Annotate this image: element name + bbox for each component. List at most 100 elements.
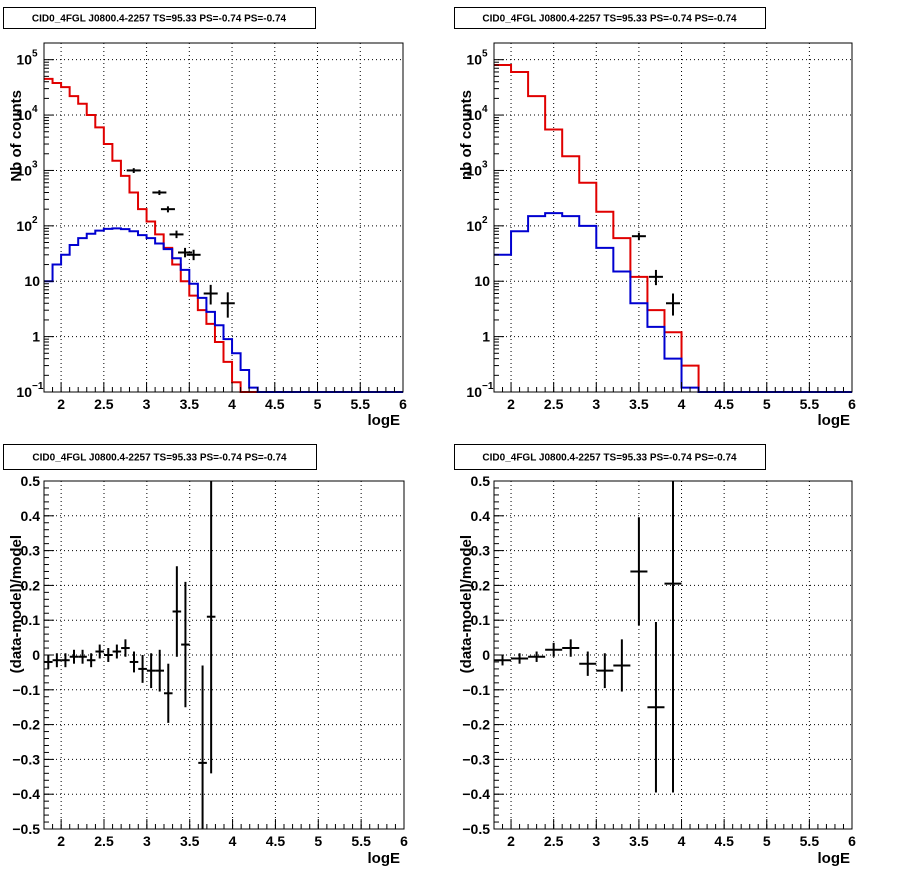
data-point bbox=[647, 621, 665, 793]
x-tick-label: 5.5 bbox=[800, 833, 820, 849]
panel-bottom-left: CID0_4FGL J0800.4-2257 TS=95.33 PS=-0.74… bbox=[3, 444, 408, 867]
x-tick-label: 4 bbox=[678, 396, 686, 412]
title-box bbox=[3, 444, 317, 470]
series-model-total bbox=[44, 77, 403, 393]
y-tick-label: 0.5 bbox=[471, 473, 491, 489]
x-tick-label: 5 bbox=[763, 833, 771, 849]
x-tick-label: 3.5 bbox=[629, 396, 649, 412]
y-tick-label: −0.4 bbox=[12, 786, 40, 802]
data-point bbox=[511, 653, 529, 664]
data-point bbox=[494, 655, 512, 666]
data-point bbox=[104, 648, 113, 662]
data-point bbox=[86, 653, 96, 668]
y-tick-label: 10 bbox=[16, 218, 32, 234]
y-tick-label: 0.4 bbox=[471, 508, 491, 524]
y-tick-exponent: 5 bbox=[482, 49, 488, 60]
x-tick-label: 4.5 bbox=[266, 833, 286, 849]
y-tick-exponent: 5 bbox=[32, 49, 38, 60]
y-tick-label: −0.5 bbox=[462, 821, 490, 837]
y-tick-label: 0.5 bbox=[21, 473, 41, 489]
data-point bbox=[61, 653, 70, 668]
x-tick-label: 2.5 bbox=[94, 833, 114, 849]
data-point bbox=[545, 642, 563, 657]
data-point bbox=[198, 665, 207, 829]
x-tick-label: 3 bbox=[592, 833, 600, 849]
x-tick-label: 3.5 bbox=[180, 396, 200, 412]
x-tick-label: 4.5 bbox=[714, 833, 734, 849]
plot-frame bbox=[493, 42, 853, 393]
x-tick-label: 4.5 bbox=[714, 396, 734, 412]
y-tick-label: 10 bbox=[16, 52, 32, 68]
x-tick-label: 3.5 bbox=[629, 833, 649, 849]
data-point bbox=[203, 284, 218, 305]
x-tick-label: 3.5 bbox=[180, 833, 200, 849]
panel-top-right: CID0_4FGL J0800.4-2257 TS=95.33 PS=-0.74… bbox=[454, 7, 856, 429]
x-tick-label: 5.5 bbox=[351, 396, 371, 412]
data-point bbox=[78, 649, 87, 664]
y-tick-label: −0.1 bbox=[12, 682, 40, 698]
y-tick-label: 10 bbox=[466, 162, 482, 178]
x-tick-label: 5.5 bbox=[800, 396, 820, 412]
data-point bbox=[152, 190, 167, 196]
y-tick-label: 0.2 bbox=[21, 577, 41, 593]
y-tick-exponent: −1 bbox=[482, 381, 494, 392]
x-tick-label: 6 bbox=[848, 396, 856, 412]
y-tick-label: 10 bbox=[466, 52, 482, 68]
data-point bbox=[181, 581, 190, 708]
chart-title: CID0_4FGL J0800.4-2257 TS=95.33 PS=-0.74… bbox=[482, 14, 737, 25]
y-tick-label: 1 bbox=[32, 329, 40, 345]
y-tick-label: 1 bbox=[482, 329, 490, 345]
data-point bbox=[186, 249, 201, 261]
data-point bbox=[596, 653, 614, 689]
y-tick-label: 0.3 bbox=[21, 543, 41, 559]
x-tick-label: 6 bbox=[399, 396, 407, 412]
x-tick-label: 2.5 bbox=[544, 833, 564, 849]
x-tick-label: 4 bbox=[678, 833, 686, 849]
y-axis-label: Nb of counts bbox=[8, 90, 25, 182]
title-box bbox=[3, 7, 316, 29]
y-tick-label: 10 bbox=[474, 273, 490, 289]
data-point bbox=[52, 653, 62, 668]
y-tick-label: 0.2 bbox=[471, 577, 491, 593]
x-tick-label: 3 bbox=[592, 396, 600, 412]
y-tick-label: 10 bbox=[466, 107, 482, 123]
x-tick-label: 5 bbox=[314, 833, 322, 849]
x-tick-label: 5 bbox=[314, 396, 322, 412]
y-tick-label: −0.5 bbox=[12, 821, 40, 837]
x-tick-label: 2 bbox=[57, 833, 65, 849]
y-axis-label: nb of counts bbox=[458, 90, 475, 180]
x-axis-label: logE bbox=[818, 412, 851, 429]
data-point bbox=[146, 653, 156, 689]
series-model-source bbox=[44, 227, 403, 393]
x-tick-label: 5 bbox=[763, 396, 771, 412]
y-tick-label: 0 bbox=[482, 647, 490, 663]
data-point bbox=[95, 644, 104, 659]
y-tick-exponent: 2 bbox=[32, 215, 38, 226]
y-tick-label: −0.4 bbox=[462, 786, 490, 802]
y-tick-label: 10 bbox=[16, 107, 32, 123]
y-tick-label: −0.3 bbox=[12, 751, 40, 767]
y-tick-label: 10 bbox=[16, 384, 32, 400]
x-tick-label: 3 bbox=[143, 833, 151, 849]
x-tick-label: 4 bbox=[228, 396, 236, 412]
chart-title: CID0_4FGL J0800.4-2257 TS=95.33 PS=-0.74… bbox=[32, 453, 287, 464]
y-tick-exponent: −1 bbox=[32, 381, 44, 392]
chart-title: CID0_4FGL J0800.4-2257 TS=95.33 PS=-0.74… bbox=[482, 453, 737, 464]
y-tick-label: −0.1 bbox=[462, 682, 490, 698]
y-axis-label: (data-model)/model bbox=[8, 535, 25, 673]
title-box bbox=[454, 7, 766, 29]
y-tick-exponent: 4 bbox=[32, 104, 38, 115]
panel-bottom-right: CID0_4FGL J0800.4-2257 TS=95.33 PS=-0.74… bbox=[454, 444, 856, 867]
data-point bbox=[69, 649, 79, 664]
y-tick-label: 10 bbox=[466, 218, 482, 234]
x-tick-label: 6 bbox=[400, 833, 408, 849]
y-tick-label: 0.4 bbox=[21, 508, 41, 524]
data-point bbox=[666, 293, 680, 316]
data-point bbox=[630, 517, 648, 626]
data-point bbox=[121, 639, 130, 657]
x-axis-label: logE bbox=[368, 850, 401, 867]
data-point bbox=[664, 481, 682, 793]
data-point bbox=[528, 651, 546, 662]
y-tick-exponent: 2 bbox=[482, 215, 488, 226]
